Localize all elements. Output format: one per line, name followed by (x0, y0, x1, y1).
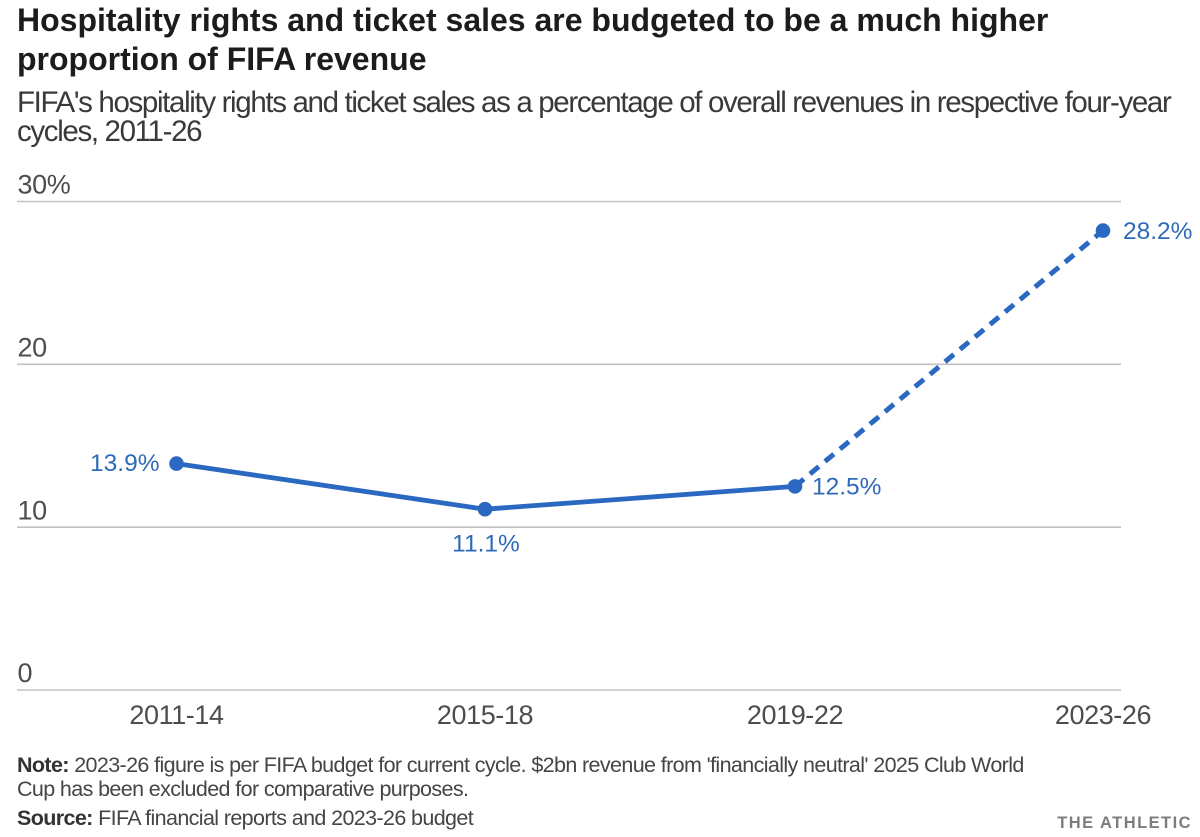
svg-text:2015-18: 2015-18 (437, 700, 533, 730)
svg-text:0: 0 (18, 658, 33, 688)
svg-text:30%: 30% (18, 170, 71, 200)
svg-text:2011-14: 2011-14 (129, 700, 224, 730)
svg-text:11.1%: 11.1% (452, 531, 520, 558)
svg-text:12.5%: 12.5% (812, 474, 881, 501)
svg-text:20: 20 (18, 332, 47, 362)
svg-text:13.9%: 13.9% (90, 450, 159, 477)
svg-text:28.2%: 28.2% (1123, 218, 1192, 245)
svg-text:10: 10 (18, 495, 47, 525)
svg-text:2023-26: 2023-26 (1055, 700, 1151, 730)
svg-text:2019-22: 2019-22 (747, 700, 843, 730)
